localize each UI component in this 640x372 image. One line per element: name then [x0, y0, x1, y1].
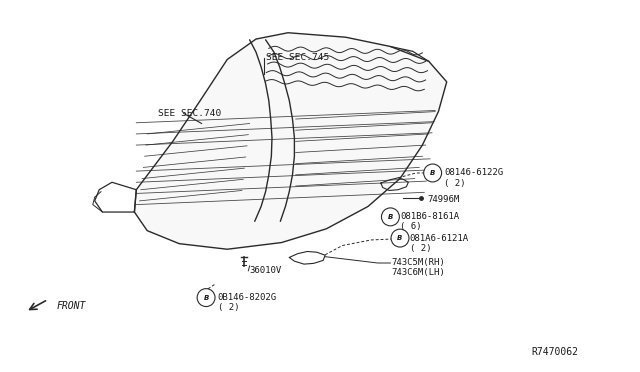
- Text: ( 2): ( 2): [444, 179, 466, 187]
- Text: SEE SEC.745: SEE SEC.745: [266, 53, 329, 62]
- Text: 081A6-6121A: 081A6-6121A: [410, 234, 468, 243]
- Text: ( 6): ( 6): [400, 222, 422, 231]
- Circle shape: [424, 164, 442, 182]
- Text: B: B: [430, 170, 435, 176]
- Circle shape: [197, 289, 215, 307]
- Text: B: B: [397, 235, 403, 241]
- Text: 74996M: 74996M: [428, 195, 460, 204]
- Text: 743C6M(LH): 743C6M(LH): [392, 268, 445, 277]
- Text: ( 2): ( 2): [410, 244, 431, 253]
- Text: B: B: [204, 295, 209, 301]
- Circle shape: [381, 208, 399, 226]
- Text: 743C5M(RH): 743C5M(RH): [392, 258, 445, 267]
- Circle shape: [391, 229, 409, 247]
- Text: ( 2): ( 2): [218, 303, 239, 312]
- Text: B: B: [388, 214, 393, 220]
- Text: 36010V: 36010V: [250, 266, 282, 275]
- Text: 08146-6122G: 08146-6122G: [444, 169, 503, 177]
- Text: FRONT: FRONT: [56, 301, 86, 311]
- Text: SEE SEC.740: SEE SEC.740: [158, 109, 221, 118]
- Text: 0B146-8202G: 0B146-8202G: [218, 293, 276, 302]
- Text: 081B6-8161A: 081B6-8161A: [400, 212, 459, 221]
- Text: R7470062: R7470062: [531, 347, 578, 356]
- Polygon shape: [134, 33, 447, 249]
